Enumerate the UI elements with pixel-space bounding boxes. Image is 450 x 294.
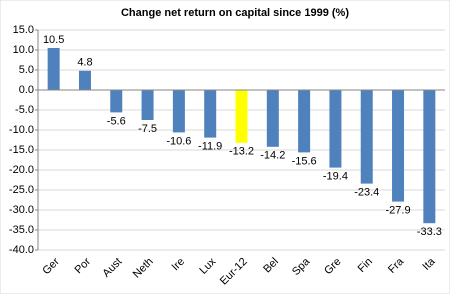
y-tick-label: -10.0	[9, 124, 34, 136]
y-tick-label: 15.0	[13, 24, 34, 36]
value-label: -5.6	[107, 115, 126, 127]
bar	[266, 90, 279, 147]
y-tick-label: -30.0	[9, 204, 34, 216]
y-tick-label: -15.0	[9, 144, 34, 156]
value-label: 10.5	[43, 34, 64, 46]
bar	[141, 90, 154, 120]
value-label: -7.5	[138, 123, 157, 135]
bar	[110, 90, 123, 113]
bar	[298, 90, 311, 153]
y-tick-label: -20.0	[9, 164, 34, 176]
value-label: -13.2	[229, 146, 254, 158]
bar	[329, 90, 342, 168]
bar	[392, 90, 405, 202]
value-label: -10.6	[166, 135, 191, 147]
bar	[47, 48, 60, 90]
value-label: 4.8	[77, 57, 92, 69]
y-tick-label: -35.0	[9, 224, 34, 236]
value-label: -23.4	[354, 187, 379, 199]
value-label: -15.6	[292, 155, 317, 167]
bar	[423, 90, 436, 224]
value-label: -14.2	[260, 150, 285, 162]
value-label: -33.3	[417, 226, 442, 238]
bar	[78, 70, 91, 90]
y-tick-label: -25.0	[9, 184, 34, 196]
y-tick-label: -40.0	[9, 244, 34, 256]
y-tick-label: 10.0	[13, 44, 34, 56]
chart-title: Change net return on capital since 1999 …	[121, 7, 349, 19]
bar	[204, 90, 217, 138]
value-label: -11.9	[198, 141, 222, 153]
y-tick-label: 5.0	[19, 64, 34, 76]
bar	[172, 90, 185, 133]
bar	[360, 90, 373, 184]
bar	[235, 90, 248, 143]
value-label: -19.4	[323, 171, 348, 183]
value-label: -27.9	[385, 205, 410, 217]
y-tick-label: 0.0	[19, 84, 34, 96]
y-tick-label: -5.0	[15, 104, 34, 116]
